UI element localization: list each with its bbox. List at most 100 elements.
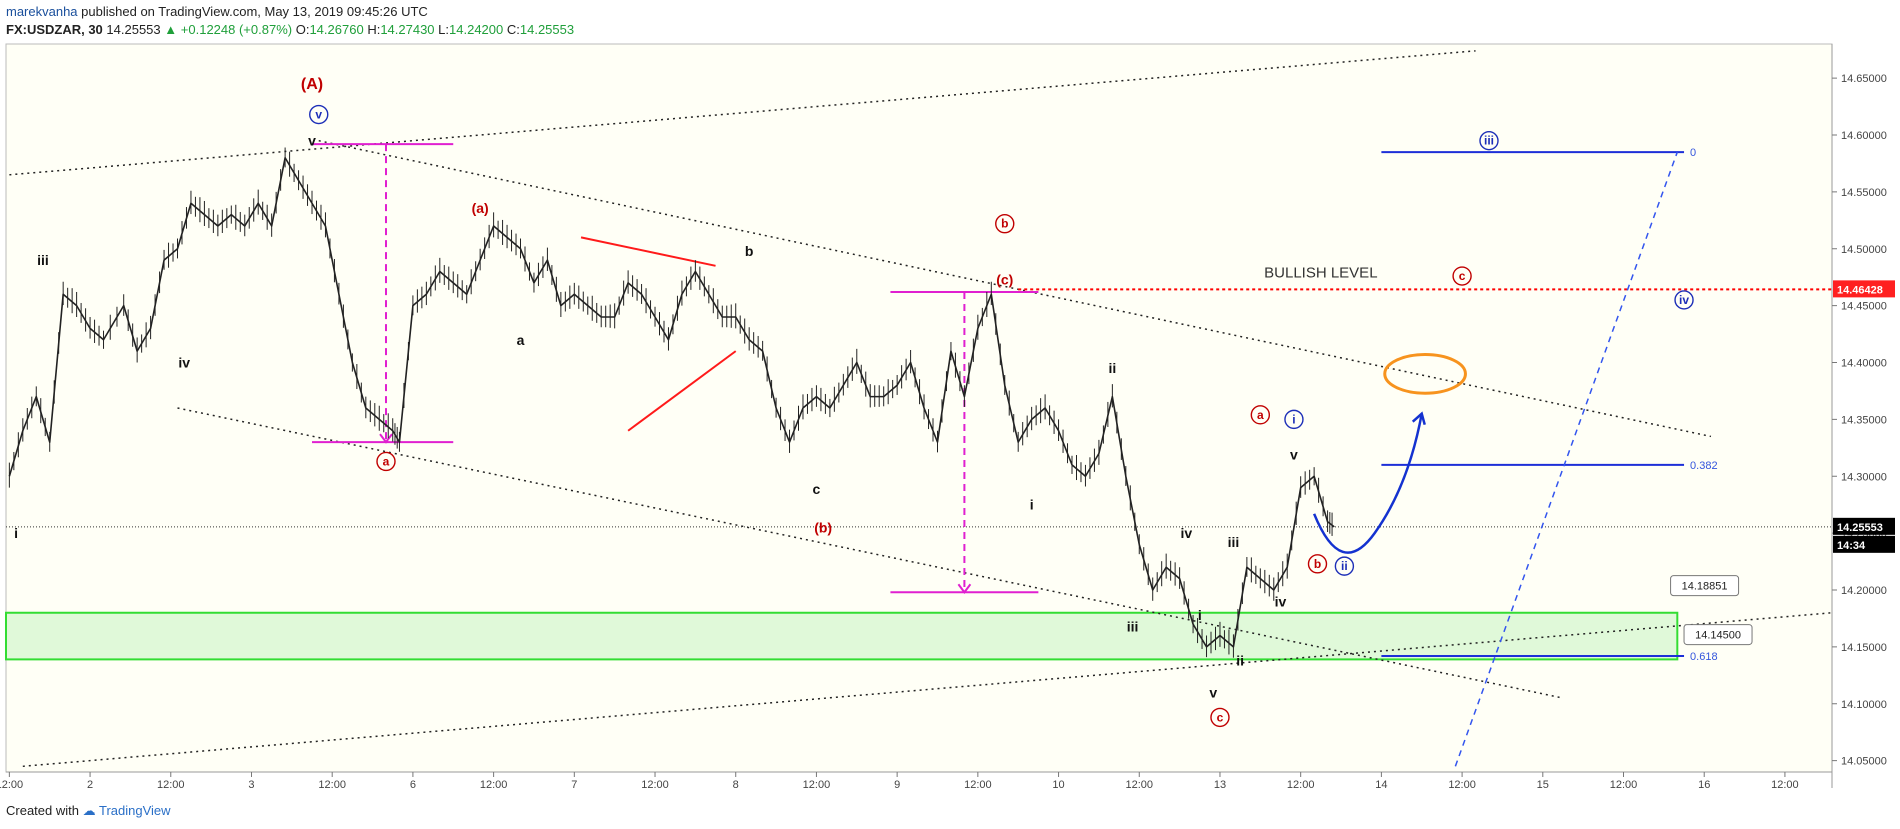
current-price-tag: 14.25553 — [1837, 522, 1883, 534]
price-series — [8, 156, 1335, 648]
triangle-top — [580, 236, 716, 267]
wave-label: b — [1001, 217, 1008, 231]
author-name[interactable]: marekvanha — [6, 4, 78, 19]
tradingview-logo-icon: ☁ — [82, 803, 96, 818]
wave-label: v — [315, 108, 322, 122]
bullish-level-label: BULLISH LEVEL — [1264, 264, 1377, 281]
wave-label-circle — [1250, 405, 1271, 425]
wave-label: i — [1292, 412, 1295, 426]
y-tick-label: 14.30000 — [1841, 471, 1887, 483]
wave-label-circle — [1307, 554, 1328, 574]
y-tick-label: 14.20000 — [1841, 585, 1887, 597]
tradingview-brand[interactable]: TradingView — [99, 803, 171, 818]
y-tick-label: 14.45000 — [1841, 301, 1887, 313]
low-label: L: — [438, 22, 450, 37]
open-value: 14.26760 — [309, 22, 364, 37]
wave-label: ii — [1236, 653, 1244, 669]
x-tick-label: 12:00 — [480, 779, 508, 791]
x-tick-label: 12:00 — [964, 779, 992, 791]
wave-label-circle — [1452, 266, 1472, 286]
fib-label: 0.382 — [1690, 460, 1718, 472]
y-tick-label: 14.35000 — [1841, 414, 1887, 426]
plot-area — [5, 43, 1833, 773]
wave-label: b — [745, 243, 754, 259]
wave-label: iv — [1180, 525, 1192, 541]
wave-label: ii — [1341, 559, 1348, 573]
y-tick-label: 14.15000 — [1841, 642, 1887, 654]
x-tick-label: 9 — [894, 779, 900, 791]
wave-label: c — [1459, 269, 1466, 283]
wave-label: v — [1209, 684, 1217, 700]
wave-label: (b) — [814, 519, 832, 535]
callout-label: 14.18851 — [1682, 581, 1728, 593]
projection-arrowhead — [1411, 411, 1426, 426]
high-label: H: — [367, 22, 381, 37]
wave-label-circle — [1674, 290, 1694, 310]
wave-label: iv — [178, 355, 190, 371]
up-arrow-icon: ▲ — [164, 22, 178, 37]
x-tick-label: 12:00 — [1610, 779, 1638, 791]
y-tick-label: 14.60000 — [1841, 130, 1887, 142]
x-tick-label: 12:00 — [1125, 779, 1153, 791]
x-tick-label: 2 — [87, 779, 93, 791]
projection-curve — [1312, 413, 1423, 554]
x-tick-label: 12:00 — [803, 779, 831, 791]
last-price: 14.25553 — [106, 22, 161, 37]
callout-box — [1683, 624, 1753, 646]
created-with-text: Created with — [6, 803, 79, 818]
callout-label: 14.14500 — [1695, 630, 1741, 642]
x-tick-label: 12:00 — [0, 779, 23, 791]
x-tick-label: 15 — [1537, 779, 1549, 791]
current-time-tag: 14:34 — [1837, 540, 1866, 552]
measure-arrowhead — [379, 433, 393, 444]
measure-arrowhead — [957, 583, 972, 594]
wave-label-circle — [1284, 409, 1304, 430]
x-tick-label: 10 — [1052, 779, 1064, 791]
close-label: C: — [506, 22, 520, 37]
published-text: published on TradingView.com, May 13, 20… — [81, 4, 428, 19]
x-tick-label: 8 — [733, 779, 739, 791]
current-price-tag-bg — [1833, 517, 1895, 535]
price-change: +0.12248 (+0.87%) — [180, 22, 293, 37]
wave-label-circle — [1210, 707, 1230, 728]
wave-label: i — [1198, 607, 1202, 623]
wave-label: a — [383, 454, 390, 468]
x-tick-label: 14 — [1375, 779, 1387, 791]
x-tick-label: 13 — [1214, 779, 1226, 791]
wave-label: iv — [1679, 293, 1689, 307]
x-tick-label: 12:00 — [1287, 779, 1315, 791]
footer: Created with ☁ TradingView — [6, 803, 171, 819]
triangle-bottom — [627, 350, 737, 432]
x-tick-label: 7 — [571, 779, 577, 791]
target-ellipse — [1383, 353, 1467, 395]
projection-dashed-line — [1454, 151, 1679, 767]
publish-info: marekvanha published on TradingView.com,… — [6, 4, 428, 19]
support-zone — [5, 611, 1679, 661]
x-tick-label: 3 — [248, 779, 254, 791]
y-tick-label: 14.50000 — [1841, 244, 1887, 256]
x-tick-label: 6 — [410, 779, 416, 791]
wave-label: (A) — [301, 76, 323, 93]
x-tick-label: 16 — [1698, 779, 1710, 791]
x-tick-label: 12:00 — [157, 779, 185, 791]
wave-label: iii — [1127, 618, 1139, 634]
wave-label: (a) — [472, 200, 489, 216]
symbol-info: FX:USDZAR, 30 14.25553 ▲ +0.12248 (+0.87… — [6, 22, 574, 37]
y-tick-label: 14.40000 — [1841, 358, 1887, 370]
wave-label: i — [14, 525, 18, 541]
x-tick-label: 12:00 — [641, 779, 669, 791]
wave-label-circle — [995, 214, 1015, 234]
wave-label: c — [1217, 710, 1224, 724]
wave-label: iii — [1228, 534, 1240, 550]
wave-label: iii — [37, 252, 49, 268]
wave-label: i — [1030, 497, 1034, 513]
x-tick-label: 12:00 — [318, 779, 346, 791]
current-time-tag-bg — [1833, 535, 1895, 553]
y-tick-label: 14.05000 — [1841, 756, 1887, 768]
wave-label: (c) — [996, 271, 1013, 287]
wave-label: ii — [1108, 360, 1116, 376]
high-value: 14.27430 — [380, 22, 435, 37]
close-value: 14.25553 — [519, 22, 575, 37]
